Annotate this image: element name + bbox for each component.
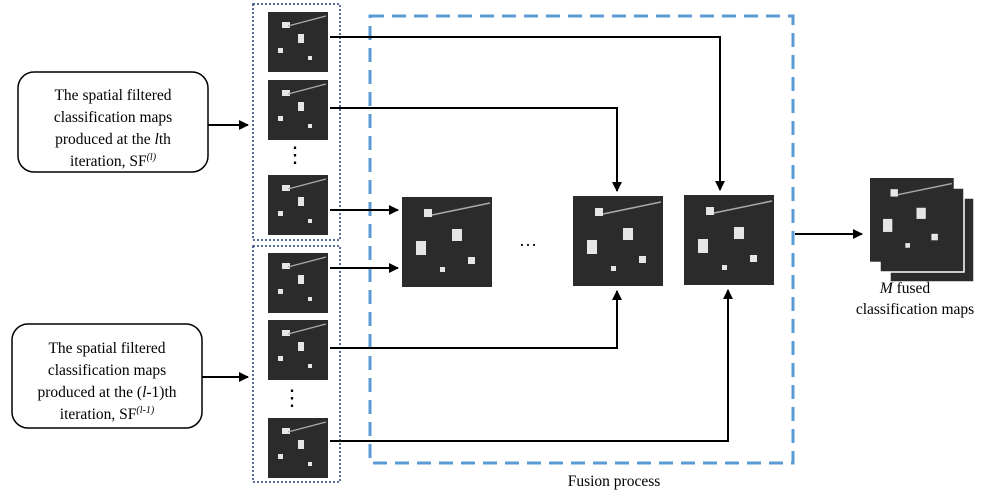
box-text: iteration, SF(l)	[70, 152, 157, 170]
arrow	[330, 291, 617, 348]
arrow	[330, 290, 728, 441]
map-thumbnail	[268, 80, 328, 140]
vertical-dots: ⋮	[284, 142, 306, 167]
diagram: The spatial filtered classification maps…	[0, 0, 999, 495]
box-text: classification maps	[48, 362, 166, 379]
map-thumbnail	[268, 253, 328, 313]
arrow	[330, 108, 617, 191]
box-text: The spatial filtered	[48, 340, 165, 357]
box-text: The spatial filtered	[54, 87, 171, 104]
output-stack	[870, 178, 974, 282]
map-thumbnail	[268, 418, 328, 478]
arrow	[330, 37, 720, 190]
vertical-dots: ⋮	[281, 385, 303, 410]
map-thumbnail	[268, 320, 328, 380]
fused-map	[402, 197, 492, 287]
box-text: produced at the (l-1)th	[37, 384, 176, 401]
fused-map	[684, 195, 774, 285]
fusion-label: Fusion process	[568, 473, 661, 490]
fused-map	[573, 196, 663, 286]
output-label: M fused	[879, 280, 931, 297]
map-thumbnail	[268, 12, 328, 72]
box-text: produced at the lth	[55, 131, 171, 148]
ellipsis: …	[519, 230, 537, 250]
output-label: classification maps	[856, 301, 974, 318]
map-thumbnail	[268, 175, 328, 235]
box-text: classification maps	[54, 109, 172, 126]
